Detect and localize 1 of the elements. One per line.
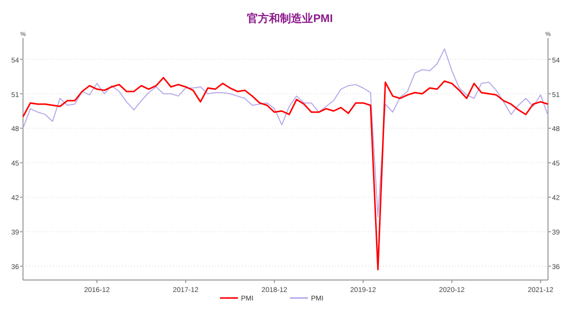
chart-title: 官方和制造业PMI bbox=[247, 12, 333, 25]
